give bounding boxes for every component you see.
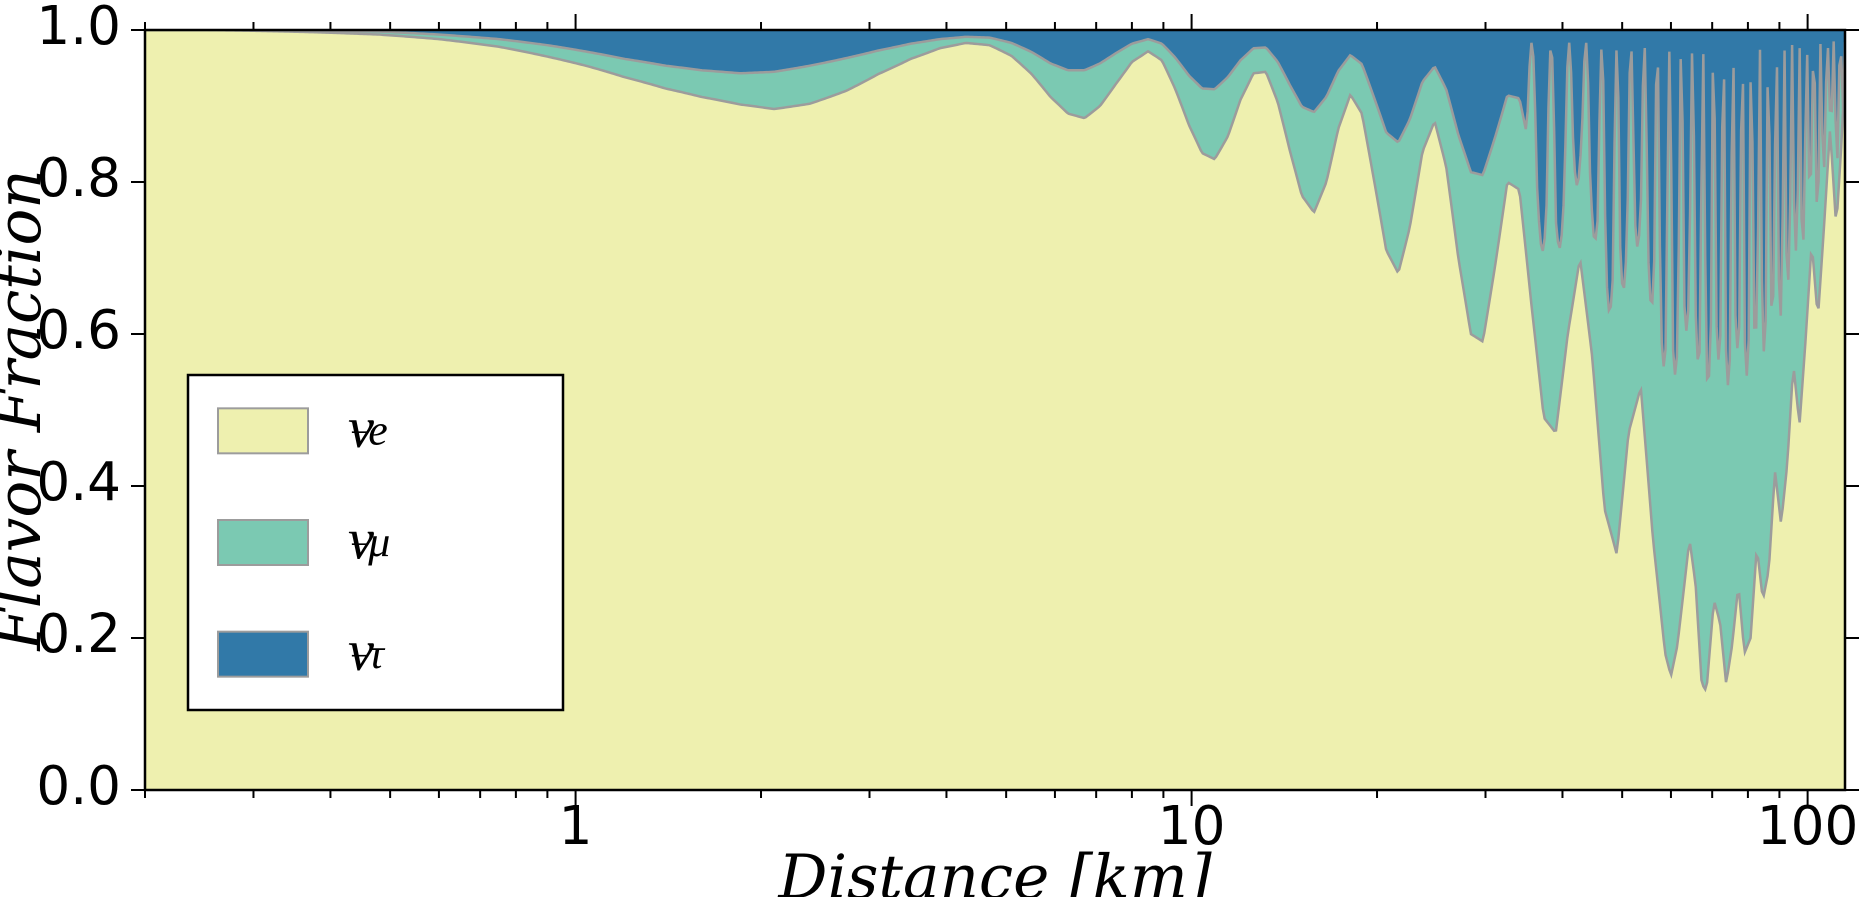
ytick-label: 0.0 bbox=[36, 755, 121, 817]
xtick-label: 1 bbox=[559, 795, 593, 857]
legend-swatch bbox=[218, 520, 308, 565]
legend-swatch bbox=[218, 408, 308, 453]
x-axis-label: Distance [km] bbox=[777, 842, 1211, 897]
ytick-label: 1.0 bbox=[36, 0, 121, 57]
legend: ν_eν_μν_τ bbox=[188, 375, 563, 710]
xtick-label: 100 bbox=[1757, 795, 1859, 857]
y-axis-label: Flavor Fraction bbox=[0, 169, 55, 651]
flavor-fraction-chart: 0.00.20.40.60.81.0110100Distance [km]Fla… bbox=[0, 0, 1865, 897]
legend-swatch bbox=[218, 632, 308, 677]
